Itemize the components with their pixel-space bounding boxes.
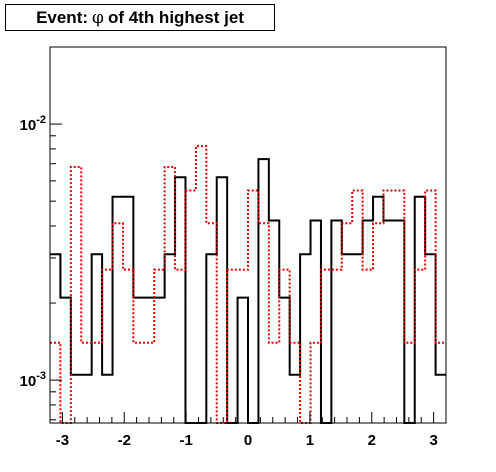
x-tick-label: 1 xyxy=(306,432,314,449)
title-suffix: of 4th highest jet xyxy=(107,7,244,27)
y-tick-label: 10-2 xyxy=(20,114,46,134)
title-prefix: Event: xyxy=(36,7,89,27)
x-tick-label: 0 xyxy=(244,432,252,449)
x-tick-label: 3 xyxy=(429,432,437,449)
series-2-step-line xyxy=(50,145,446,424)
series-layer xyxy=(50,145,446,424)
chart-title: Event: φ of 4th highest jet xyxy=(5,4,275,31)
x-tick-label: -2 xyxy=(118,432,131,449)
x-tick-label: -1 xyxy=(179,432,192,449)
x-tick-label: 2 xyxy=(368,432,376,449)
axis-layer: -3 -2 -1 0 1 2 3 10-2 10-3 xyxy=(20,46,447,449)
x-tick-label: -3 xyxy=(56,432,69,449)
y-tick-label: 10-3 xyxy=(20,370,46,390)
title-phi-symbol: φ xyxy=(92,7,104,28)
